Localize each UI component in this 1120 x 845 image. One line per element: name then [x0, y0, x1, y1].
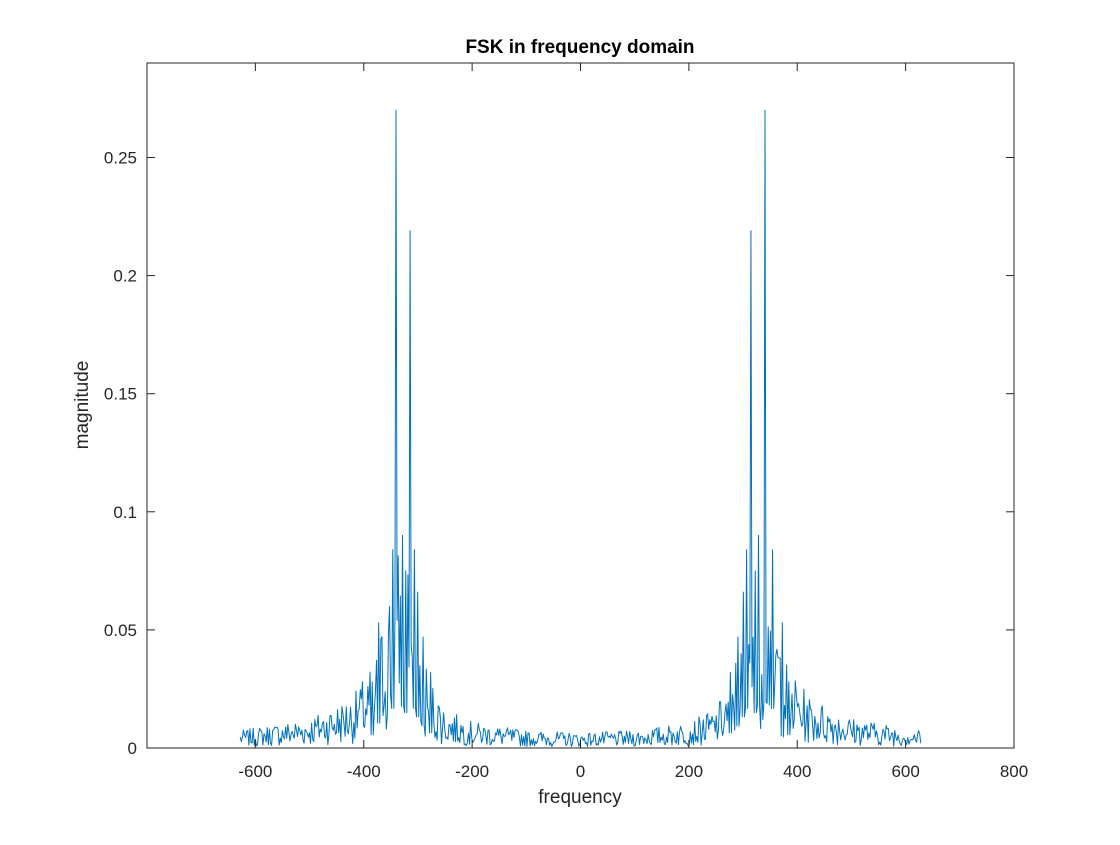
x-tick-label: 400 — [783, 762, 811, 781]
y-tick-label: 0 — [128, 739, 137, 758]
x-tick-label: -400 — [347, 762, 381, 781]
x-axis-label: frequency — [538, 787, 622, 808]
y-tick-label: 0.1 — [113, 503, 137, 522]
x-tick-label: 200 — [675, 762, 703, 781]
y-tick-label: 0.15 — [104, 385, 137, 404]
y-tick-label: 0.25 — [104, 148, 137, 167]
x-tick-label: -200 — [455, 762, 489, 781]
x-tick-label: 0 — [576, 762, 585, 781]
x-tick-label: -600 — [238, 762, 272, 781]
plot-background — [147, 63, 1014, 748]
tick-layer: -600 -400 -200 0 200 400 600 800 0 0.05 0.1 0.15 0.2… — [104, 63, 1028, 781]
x-tick-label: 800 — [1000, 762, 1028, 781]
y-tick-label: 0.05 — [104, 621, 137, 640]
x-tick-label: 600 — [891, 762, 919, 781]
y-tick-label: 0.2 — [113, 267, 137, 286]
y-axis-label: magnitude — [72, 361, 93, 450]
chart-title: FSK in frequency domain — [465, 37, 694, 58]
